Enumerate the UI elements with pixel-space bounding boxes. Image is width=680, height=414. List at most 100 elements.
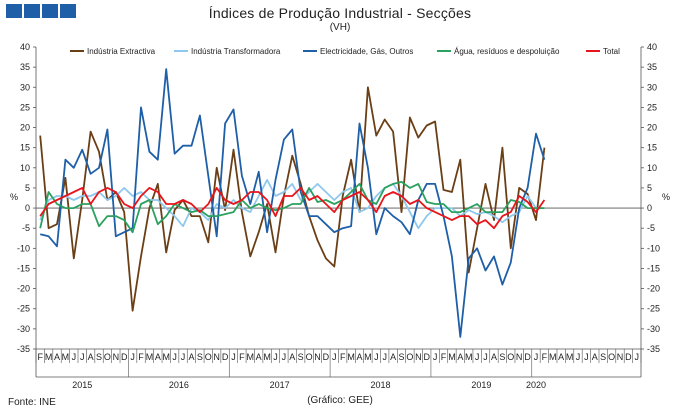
month-label: M [364,352,372,362]
month-label: F [239,352,245,362]
month-label: O [507,352,514,362]
series-lines [39,68,546,338]
month-label: M [146,352,154,362]
month-label: D [323,352,330,362]
month-label: J [72,352,77,362]
chart-subtitle: (VH) [329,22,351,33]
month-label: M [162,352,170,362]
year-label: 2018 [370,380,390,390]
chart-credit: (Gráfico: GEE) [307,395,373,406]
y-axis-label-left: % [10,192,18,202]
series-line-0 [39,86,546,312]
y-tick-label-left: 30 [20,82,30,92]
month-label: J [483,352,488,362]
legend-label: Indústria Transformadora [191,47,281,56]
month-label: J [576,352,581,362]
month-label: J [475,352,480,362]
month-label: A [289,352,295,362]
month-label: D [423,352,430,362]
y-tick-label-left: 10 [20,163,30,173]
logo-block [42,4,58,18]
y-tick-label-left: 0 [25,203,30,213]
month-label: M [247,352,255,362]
month-label: N [516,352,523,362]
month-label: A [390,352,396,362]
month-label: J [231,352,236,362]
gee-logo [6,4,76,18]
y-tick-label-right: -20 [647,284,660,294]
y-tick-label-right: -25 [647,304,660,314]
month-label: D [625,352,632,362]
year-label: 2015 [72,380,92,390]
month-label: J [273,352,278,362]
month-label: J [374,352,379,362]
month-label: J [332,352,337,362]
month-label: M [549,352,557,362]
month-label: S [399,352,405,362]
month-label: O [306,352,313,362]
month-label: S [96,352,102,362]
y-axis-label-right: % [662,192,670,202]
month-label: A [356,352,362,362]
month-label: O [406,352,413,362]
month-label: D [222,352,229,362]
month-label: A [558,352,564,362]
month-label: F [138,352,144,362]
month-label: O [205,352,212,362]
y-tick-label-right: 30 [647,82,657,92]
month-label: O [104,352,111,362]
y-tick-label-left: 35 [20,62,30,72]
month-label: A [155,352,161,362]
y-tick-label-left: 25 [20,102,30,112]
y-tick-label-left: 15 [20,143,30,153]
y-tick-label-right: -10 [647,243,660,253]
y-tick-label-left: -5 [22,223,30,233]
series-line-4 [39,186,546,230]
y-tick-label-right: 25 [647,102,657,112]
month-label: N [314,352,321,362]
month-label: J [433,352,438,362]
month-label: A [188,352,194,362]
month-label: M [347,352,355,362]
month-label: A [88,352,94,362]
month-label: J [282,352,287,362]
month-label: J [382,352,387,362]
y-tick-label-right: -30 [647,324,660,334]
legend: Indústria Extractiva Indústria Transforma… [70,47,620,56]
y-tick-label-right: 40 [647,42,657,52]
logo-block [6,4,22,18]
year-label: 2016 [169,380,189,390]
month-label: N [213,352,220,362]
legend-label: Electricidade, Gás, Outros [320,47,413,56]
y-tick-label-left: -30 [17,324,30,334]
month-label: M [448,352,456,362]
y-tick-label-left: 40 [20,42,30,52]
y-tick-label-left: -15 [17,263,30,273]
month-label: M [62,352,70,362]
month-label: F [441,352,447,362]
legend-label: Total [603,47,620,56]
month-label: D [121,352,128,362]
y-tick-label-right: -35 [647,344,660,354]
month-label: M [566,352,574,362]
month-label: O [608,352,615,362]
month-label: S [298,352,304,362]
year-label: 2019 [471,380,491,390]
y-tick-label-right: 0 [647,203,652,213]
month-label: M [263,352,271,362]
month-label: J [584,352,589,362]
logo-block [60,4,76,18]
y-tick-label-right: -15 [647,263,660,273]
year-label: 2020 [526,380,546,390]
month-label: J [181,352,186,362]
month-label: F [340,352,346,362]
month-label: N [113,352,120,362]
month-label: F [37,352,43,362]
month-label: S [499,352,505,362]
logo-block [24,4,40,18]
month-label: A [54,352,60,362]
month-label: J [130,352,135,362]
month-label: A [256,352,262,362]
month-label: J [172,352,177,362]
